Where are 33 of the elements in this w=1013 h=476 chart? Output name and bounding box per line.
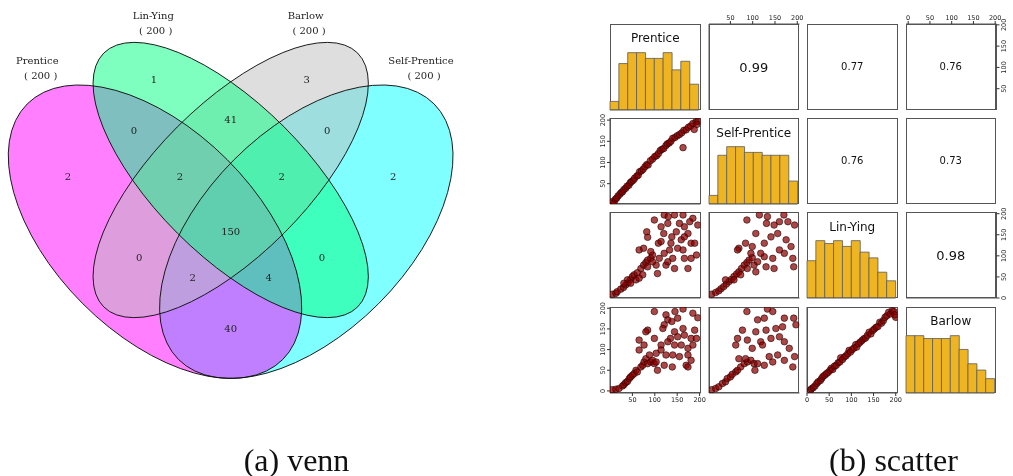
- text: 4: [265, 272, 272, 284]
- text: 0.77: [841, 60, 864, 72]
- data-label: ( 200 ): [292, 24, 326, 36]
- text: 150: [221, 226, 241, 238]
- text: 0: [318, 251, 326, 263]
- text: 2: [64, 170, 72, 182]
- data-label: ( 200 ): [139, 24, 173, 36]
- text: 0: [324, 124, 331, 136]
- text: 0: [130, 124, 138, 136]
- chart-title: Barlow: [930, 314, 972, 328]
- category-label: Prentice: [16, 54, 59, 66]
- text: 0.76: [841, 155, 864, 166]
- data-label: ( 200 ): [407, 69, 441, 81]
- text: 2: [176, 170, 184, 182]
- text: 40: [224, 322, 238, 334]
- text: 3: [303, 73, 310, 85]
- annotation: 0.99: [739, 59, 769, 74]
- category-label: Lin-Ying: [132, 10, 175, 22]
- text: 1: [150, 73, 158, 85]
- annotation: 0.98: [936, 247, 966, 263]
- text: 0.73: [939, 155, 962, 166]
- chart-title: Self-Prentice: [716, 125, 792, 140]
- text: 2: [189, 272, 196, 284]
- data-label: ( 200 ): [24, 69, 58, 81]
- category-label: Self-Prentice: [388, 54, 454, 66]
- text: 0: [136, 251, 143, 263]
- category-label: Barlow: [287, 10, 325, 22]
- text: 41: [224, 113, 238, 125]
- text: 2: [390, 170, 397, 182]
- chart-title: Prentice: [630, 31, 680, 45]
- text: 2: [278, 170, 285, 182]
- annotation: 0.76: [939, 60, 962, 72]
- chart-title: Lin-Ying: [829, 219, 876, 234]
